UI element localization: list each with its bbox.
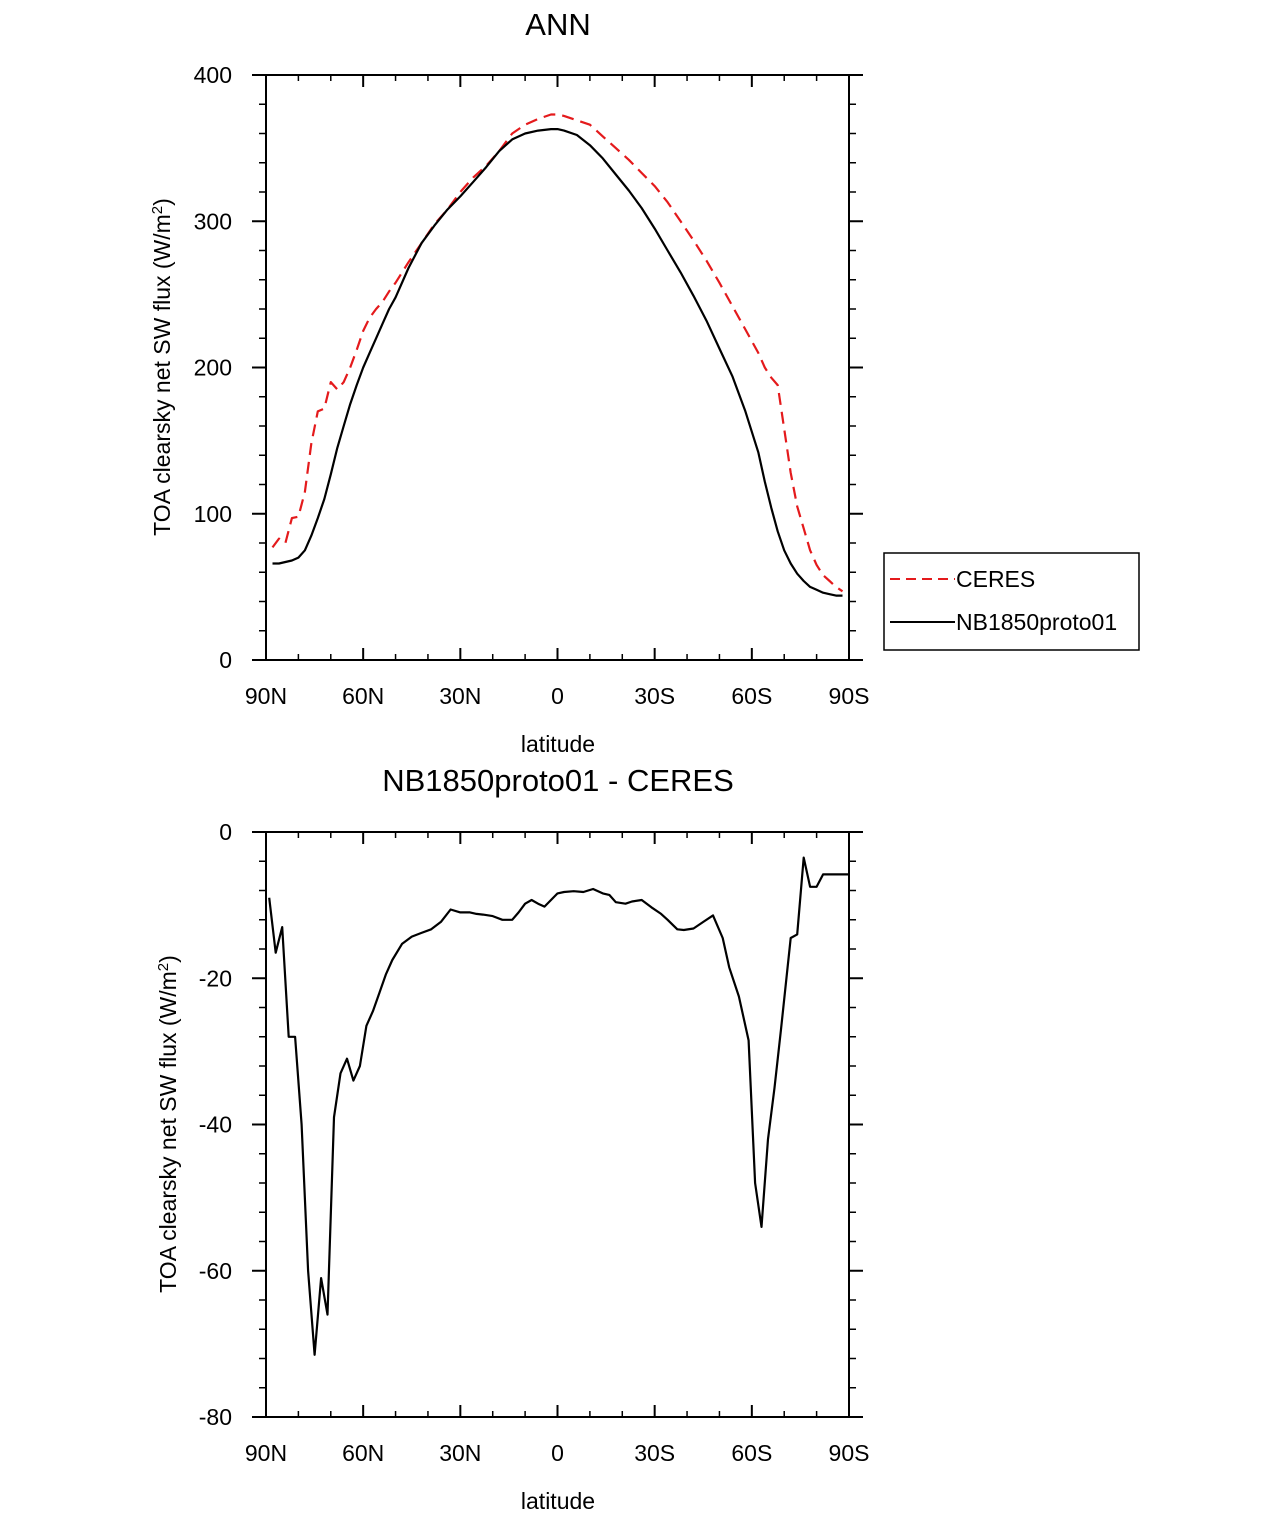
- bottom-plot-frame: [265, 831, 850, 1418]
- bottom-x-tick-label: 0: [551, 1440, 564, 1466]
- top-y-tick-label: 0: [219, 647, 232, 673]
- bottom-x-tick-label: 30S: [634, 1440, 675, 1466]
- bottom-y-tick-label: -80: [199, 1404, 232, 1430]
- top-x-tick-label: 0: [551, 683, 564, 709]
- bottom-x-tick-label: 60S: [731, 1440, 772, 1466]
- top-chart-title: ANN: [525, 7, 590, 42]
- bottom-y-tick-label: -40: [199, 1112, 232, 1138]
- top-y-tick-label: 300: [194, 208, 232, 234]
- bottom-y-axis-label-superscript: 2: [155, 963, 172, 971]
- bottom-y-tick-label: -60: [199, 1258, 232, 1284]
- top-y-tick-label: 400: [194, 62, 232, 88]
- bottom-x-tick-label: 60N: [342, 1440, 384, 1466]
- bottom-x-tick-label: 90S: [829, 1440, 870, 1466]
- top-x-tick-label: 60N: [342, 683, 384, 709]
- top-y-axis-title: TOA clearsky net SW flux (W/m2): [149, 198, 175, 536]
- top-y-axis-label-text: TOA clearsky net SW flux (W/m: [149, 214, 175, 536]
- top-x-axis-title: latitude: [521, 731, 595, 757]
- top-y-axis-label-close: ): [149, 198, 175, 206]
- top-x-tick-label: 60S: [731, 683, 772, 709]
- legend-box: [883, 552, 1140, 651]
- top-x-tick-label: 90N: [245, 683, 287, 709]
- bottom-plot-area: 90N 60N 30N 0 30S 60S 90S 0 -20 -40 -60 -80: [199, 819, 870, 1466]
- top-series-line-nb1850proto01: [272, 128, 843, 597]
- top-x-tick-label: 30S: [634, 683, 675, 709]
- bottom-y-axis-title: TOA clearsky net SW flux (W/m2): [155, 955, 181, 1293]
- svg-text:TOA clearsky net SW flux (W/m2: TOA clearsky net SW flux (W/m2): [149, 198, 175, 536]
- bottom-x-axis-title: latitude: [521, 1488, 595, 1514]
- bottom-x-tick-label: 30N: [439, 1440, 481, 1466]
- bottom-series-line-nb1850proto01-ceres: [268, 856, 849, 1356]
- bottom-y-tick-label: 0: [219, 819, 232, 845]
- bottom-x-tick-label: 90N: [245, 1440, 287, 1466]
- legend: CERES NB1850proto01: [883, 552, 1140, 651]
- top-series-line-ceres: [271, 113, 844, 593]
- bottom-chart-title: NB1850proto01 - CERES: [382, 763, 734, 798]
- top-x-tick-label: 30N: [439, 683, 481, 709]
- top-y-tick-label: 200: [194, 355, 232, 381]
- svg-text:TOA clearsky net SW flux (W/m2: TOA clearsky net SW flux (W/m2): [155, 955, 181, 1293]
- legend-label-ceres: CERES: [956, 566, 1035, 592]
- bottom-y-axis-label-text: TOA clearsky net SW flux (W/m: [155, 971, 181, 1293]
- top-y-tick-label: 100: [194, 501, 232, 527]
- bottom-y-axis-label-close: ): [155, 955, 181, 963]
- top-plot-area: 90N 60N 30N 0 30S 60S 90S 0 100 200 300 400: [194, 62, 870, 709]
- bottom-y-tick-label: -20: [199, 965, 232, 991]
- top-x-tick-label: 90S: [829, 683, 870, 709]
- top-plot-frame: [265, 74, 850, 661]
- legend-label-model: NB1850proto01: [956, 609, 1117, 635]
- top-y-axis-label-superscript: 2: [149, 206, 166, 214]
